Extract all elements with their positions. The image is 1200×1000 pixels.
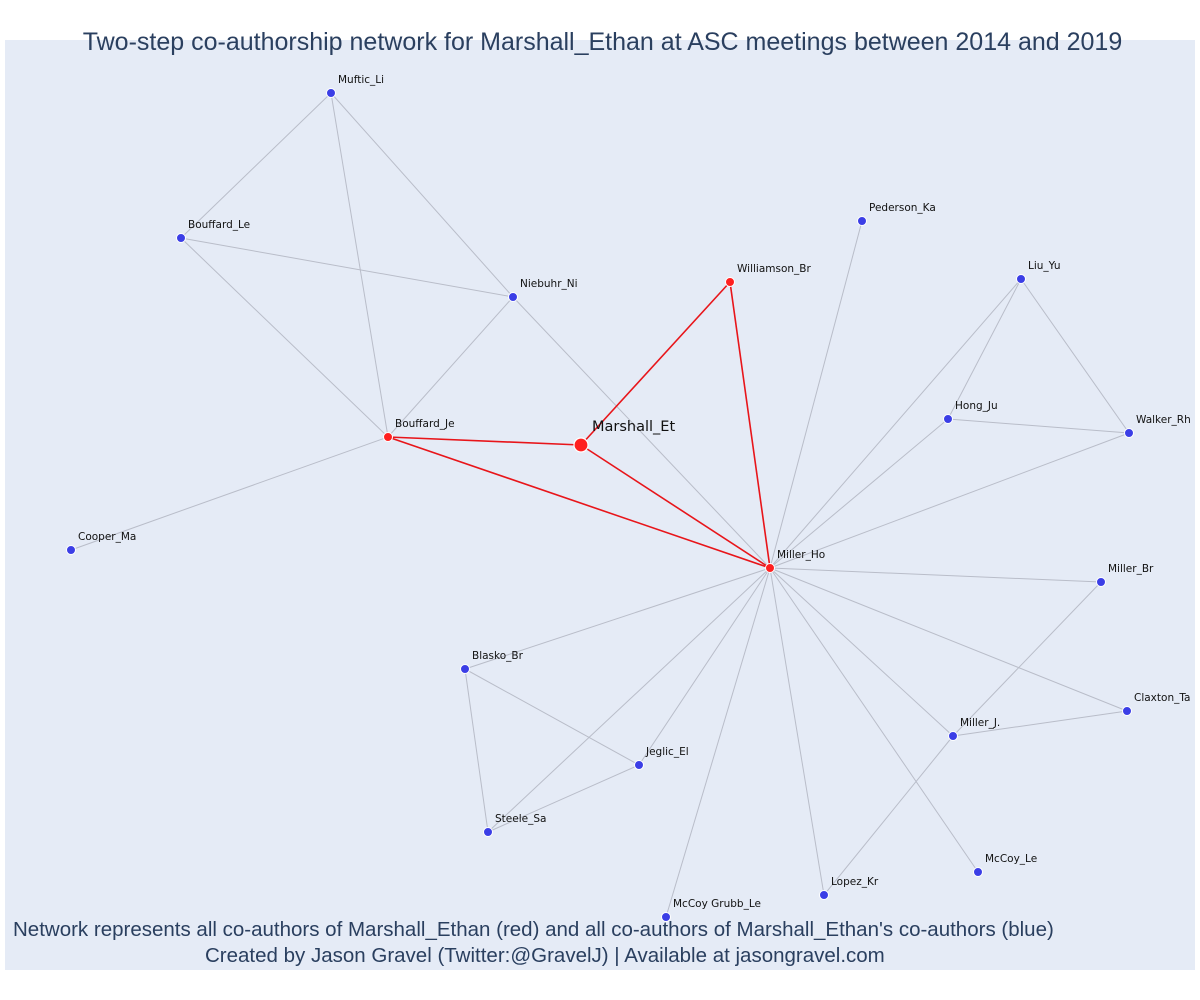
node-pederson-ka[interactable] bbox=[857, 216, 867, 226]
edge-liu-yu-walker-rh bbox=[1020, 278, 1130, 434]
edge-muftic-li-niebuhr-ni bbox=[330, 92, 514, 298]
edge-jeglic-el-steele-sa bbox=[487, 764, 640, 833]
edge-hong-ju-miller-ho bbox=[769, 418, 949, 569]
edge-bouffard-je-cooper-ma bbox=[70, 436, 389, 551]
node-bouffard-je[interactable] bbox=[383, 432, 393, 442]
edge-miller-j-lopez-kr bbox=[823, 735, 954, 896]
node-claxton-ta[interactable] bbox=[1122, 706, 1132, 716]
edge-niebuhr-ni-bouffard-je bbox=[387, 296, 514, 438]
labels-layer: Marshall_Et Williamson_Br Bouffard_Je Mille… bbox=[78, 74, 1191, 910]
node-label-blasko-br: Blasko_Br bbox=[472, 650, 524, 662]
node-label-hong-ju: Hong_Ju bbox=[955, 400, 998, 412]
node-label-mccoy-grubb-le: McCoy Grubb_Le bbox=[673, 898, 761, 910]
node-label-bouffard-je: Bouffard_Je bbox=[395, 418, 455, 430]
edge-marshall-et-miller-ho bbox=[580, 444, 771, 569]
edge-jeglic-el-miller-ho bbox=[638, 567, 771, 766]
edge-bouffard-je-miller-ho bbox=[387, 436, 771, 569]
node-miller-br[interactable] bbox=[1096, 577, 1106, 587]
node-label-bouffard-le: Bouffard_Le bbox=[188, 219, 250, 231]
edge-williamson-br-miller-ho bbox=[729, 281, 771, 569]
edge-blasko-br-steele-sa bbox=[464, 668, 489, 833]
node-label-lopez-kr: Lopez_Kr bbox=[831, 876, 879, 888]
node-cooper-ma[interactable] bbox=[66, 545, 76, 555]
node-muftic-li[interactable] bbox=[326, 88, 336, 98]
node-label-steele-sa: Steele_Sa bbox=[495, 813, 546, 825]
node-label-mccoy-le: McCoy_Le bbox=[985, 853, 1037, 865]
node-label-walker-rh: Walker_Rh bbox=[1136, 414, 1191, 426]
edge-mccoy-le-miller-ho bbox=[769, 567, 979, 873]
node-blasko-br[interactable] bbox=[460, 664, 470, 674]
edge-miller-br-miller-ho bbox=[769, 567, 1102, 583]
edges-layer bbox=[70, 92, 1130, 918]
edge-walker-rh-miller-ho bbox=[769, 432, 1130, 569]
node-label-miller-ho: Miller_Ho bbox=[777, 549, 825, 561]
node-label-marshall-et: Marshall_Et bbox=[592, 419, 675, 435]
nodes-layer bbox=[66, 88, 1134, 922]
node-walker-rh[interactable] bbox=[1124, 428, 1134, 438]
chart-title: Two-step co-authorship network for Marsh… bbox=[82, 28, 1123, 56]
edge-muftic-li-bouffard-je bbox=[330, 92, 389, 438]
node-hong-ju[interactable] bbox=[943, 414, 953, 424]
edge-mccoy-grubb-le-miller-ho bbox=[665, 567, 771, 918]
edge-miller-br-miller-j bbox=[952, 581, 1102, 737]
caption-network-description: Network represents all co-authors of Mar… bbox=[13, 918, 1054, 941]
network-plot-area bbox=[5, 40, 1195, 970]
edge-marshall-et-williamson-br bbox=[580, 281, 731, 446]
edge-blasko-br-miller-ho bbox=[464, 567, 771, 670]
edge-hong-ju-walker-rh bbox=[947, 418, 1130, 434]
edge-miller-j-miller-ho bbox=[769, 567, 954, 737]
node-label-williamson-br: Williamson_Br bbox=[737, 263, 811, 275]
edge-marshall-et-bouffard-je bbox=[387, 436, 582, 446]
node-liu-yu[interactable] bbox=[1016, 274, 1026, 284]
node-mccoy-grubb-le[interactable] bbox=[661, 912, 671, 922]
node-label-muftic-li: Muftic_Li bbox=[338, 74, 384, 86]
node-jeglic-el[interactable] bbox=[634, 760, 644, 770]
node-label-miller-br: Miller_Br bbox=[1108, 563, 1154, 575]
node-label-cooper-ma: Cooper_Ma bbox=[78, 531, 136, 543]
node-label-niebuhr-ni: Niebuhr_Ni bbox=[520, 278, 578, 290]
node-label-miller-j: Miller_J. bbox=[960, 717, 1000, 729]
node-marshall-et[interactable] bbox=[573, 437, 589, 453]
node-miller-j[interactable] bbox=[948, 731, 958, 741]
edge-steele-sa-miller-ho bbox=[487, 567, 771, 833]
edge-niebuhr-ni-miller-ho bbox=[512, 296, 771, 569]
edge-muftic-li-bouffard-le bbox=[180, 92, 332, 239]
node-label-liu-yu: Liu_Yu bbox=[1028, 260, 1061, 272]
node-label-pederson-ka: Pederson_Ka bbox=[869, 202, 936, 214]
node-miller-ho[interactable] bbox=[765, 563, 775, 573]
node-bouffard-le[interactable] bbox=[176, 233, 186, 243]
edge-bouffard-le-bouffard-je bbox=[180, 237, 389, 438]
caption-credit: Created by Jason Gravel (Twitter:@Gravel… bbox=[205, 944, 885, 967]
node-label-claxton-ta: Claxton_Ta bbox=[1134, 692, 1190, 704]
edge-liu-yu-miller-ho bbox=[769, 278, 1022, 569]
edge-bouffard-le-niebuhr-ni bbox=[180, 237, 514, 298]
edge-blasko-br-jeglic-el bbox=[464, 668, 640, 766]
edge-claxton-ta-miller-ho bbox=[769, 567, 1128, 712]
node-steele-sa[interactable] bbox=[483, 827, 493, 837]
node-lopez-kr[interactable] bbox=[819, 890, 829, 900]
node-niebuhr-ni[interactable] bbox=[508, 292, 518, 302]
edge-claxton-ta-miller-j bbox=[952, 710, 1128, 737]
edge-pederson-ka-miller-ho bbox=[769, 220, 863, 569]
edge-lopez-kr-miller-ho bbox=[769, 567, 825, 896]
edge-liu-yu-hong-ju bbox=[947, 278, 1022, 420]
node-williamson-br[interactable] bbox=[725, 277, 735, 287]
node-label-jeglic-el: Jeglic_El bbox=[645, 746, 689, 758]
node-mccoy-le[interactable] bbox=[973, 867, 983, 877]
